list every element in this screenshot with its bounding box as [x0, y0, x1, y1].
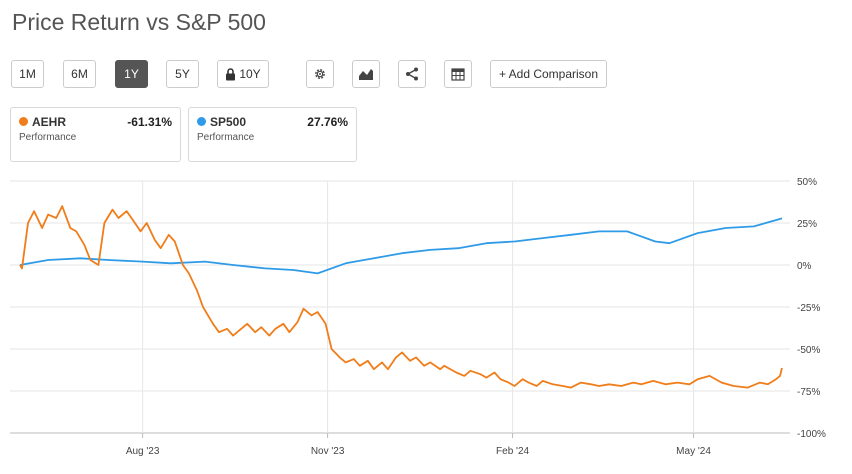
range-1y-button[interactable]: 1Y — [115, 60, 148, 88]
chart-type-icon — [359, 69, 373, 80]
series-sub-label: Performance — [197, 132, 255, 143]
range-6m-label: 6M — [71, 67, 88, 81]
add-comparison-button[interactable]: + Add Comparison — [490, 60, 607, 88]
settings-button[interactable] — [306, 60, 334, 88]
table-view-button[interactable] — [444, 60, 472, 88]
series-symbol: SP500 — [210, 115, 247, 129]
y-tick-label: -25% — [797, 303, 820, 314]
table-icon — [451, 67, 465, 81]
series-color-dot — [19, 117, 28, 126]
range-1y-label: 1Y — [124, 67, 139, 81]
gear-icon — [315, 69, 325, 79]
x-tick-label: Nov '23 — [311, 446, 345, 457]
y-tick-label: -50% — [797, 345, 820, 356]
x-tick-label: May '24 — [676, 446, 711, 457]
series-color-dot — [197, 117, 206, 126]
series-symbol: AEHR — [32, 115, 67, 129]
series-card-sp500[interactable]: SP500 27.76% Performance — [188, 107, 357, 162]
add-comparison-label: + Add Comparison — [498, 67, 599, 81]
range-1m-label: 1M — [19, 67, 36, 81]
share-icon — [406, 67, 418, 81]
series-line-aehr — [19, 205, 783, 389]
y-tick-label: -75% — [797, 387, 820, 398]
range-10y-label: 10Y — [239, 67, 261, 81]
series-sub-label: Performance — [19, 132, 77, 143]
range-10y-button[interactable]: 10Y — [217, 60, 269, 88]
range-1m-button[interactable]: 1M — [11, 60, 44, 88]
y-tick-label: 50% — [797, 177, 817, 188]
y-tick-label: -100% — [797, 429, 826, 440]
series-performance-value: -61.31% — [127, 115, 172, 129]
range-5y-label: 5Y — [175, 67, 190, 81]
performance-chart[interactable]: 50% 25% 0% -25% -50% -75% -100% Aug '23 Nov '23 F… — [0, 172, 852, 474]
range-6m-button[interactable]: 6M — [63, 60, 96, 88]
series-line-sp500 — [19, 217, 783, 275]
range-5y-button[interactable]: 5Y — [166, 60, 199, 88]
series-performance-value: 27.76% — [307, 115, 348, 129]
series-card-aehr[interactable]: AEHR -61.31% Performance — [10, 107, 181, 162]
share-button[interactable] — [398, 60, 426, 88]
lock-icon — [226, 67, 236, 80]
chart-type-button[interactable] — [352, 60, 380, 88]
x-tick-label: Aug '23 — [126, 446, 160, 457]
y-tick-label: 25% — [797, 219, 817, 230]
y-tick-label: 0% — [797, 261, 812, 272]
x-tick-label: Feb '24 — [496, 446, 529, 457]
page-title: Price Return vs S&P 500 — [12, 9, 266, 35]
